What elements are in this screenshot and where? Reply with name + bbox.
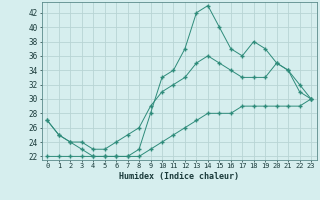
X-axis label: Humidex (Indice chaleur): Humidex (Indice chaleur) [119,172,239,181]
